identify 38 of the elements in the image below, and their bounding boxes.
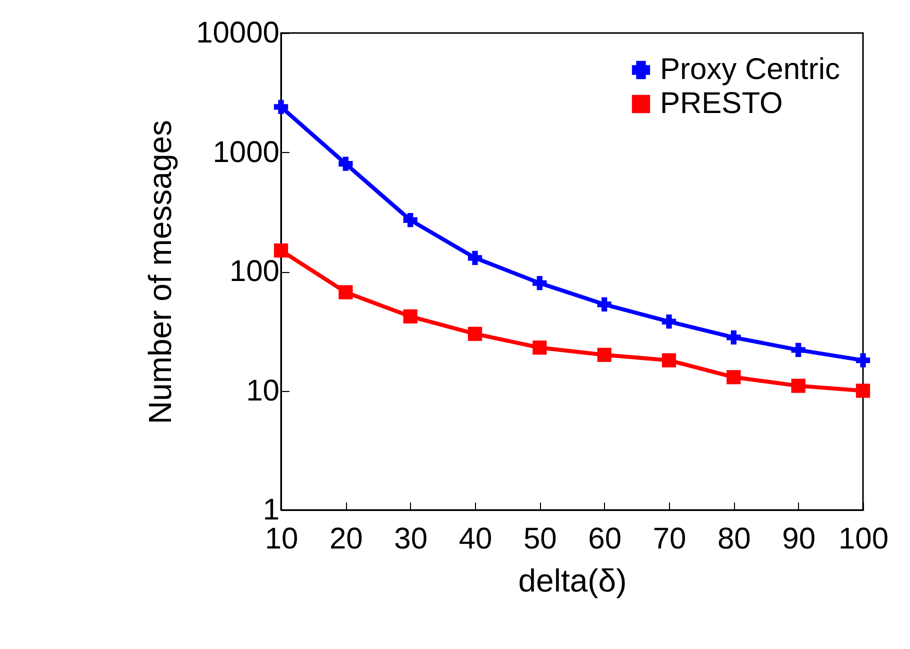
point: [597, 348, 612, 362]
point: [274, 100, 288, 114]
y-tick-label: 1000: [212, 136, 280, 169]
point: [856, 384, 870, 398]
point: [662, 353, 676, 368]
x-axis-title: delta(δ): [518, 562, 627, 598]
legend-label: PRESTO: [660, 87, 783, 120]
x-tick-label: 30: [394, 522, 428, 556]
x-tick-label: 70: [652, 522, 686, 556]
y-tick-label: 10000: [196, 16, 280, 50]
x-tick-label: 50: [523, 522, 557, 556]
point: [532, 276, 547, 290]
point: [338, 156, 353, 171]
point: [403, 309, 418, 324]
x-tick-label: 20: [329, 522, 363, 556]
point: [726, 330, 741, 344]
x-tick-label: 60: [588, 522, 622, 556]
point: [791, 378, 806, 393]
x-tick-label: 100: [838, 522, 889, 556]
y-axis-title: Number of messages: [142, 120, 178, 424]
point: [726, 370, 741, 384]
point: [274, 243, 288, 258]
point: [856, 353, 870, 368]
y-tick-label: 1: [262, 494, 280, 526]
point: [662, 314, 676, 329]
x-tick-label: 90: [782, 522, 816, 556]
y-tick-label: 100: [229, 255, 280, 288]
y-tick-label: 10: [246, 374, 280, 408]
x-tick-label: 80: [717, 522, 751, 556]
point: [532, 340, 547, 355]
point: [338, 285, 353, 300]
point: [597, 297, 612, 312]
point: [403, 212, 418, 228]
point: [468, 250, 482, 265]
point: [791, 342, 806, 357]
point: [468, 326, 482, 341]
legend-label: Proxy Centric: [660, 53, 840, 86]
x-tick-label: 40: [458, 522, 492, 556]
